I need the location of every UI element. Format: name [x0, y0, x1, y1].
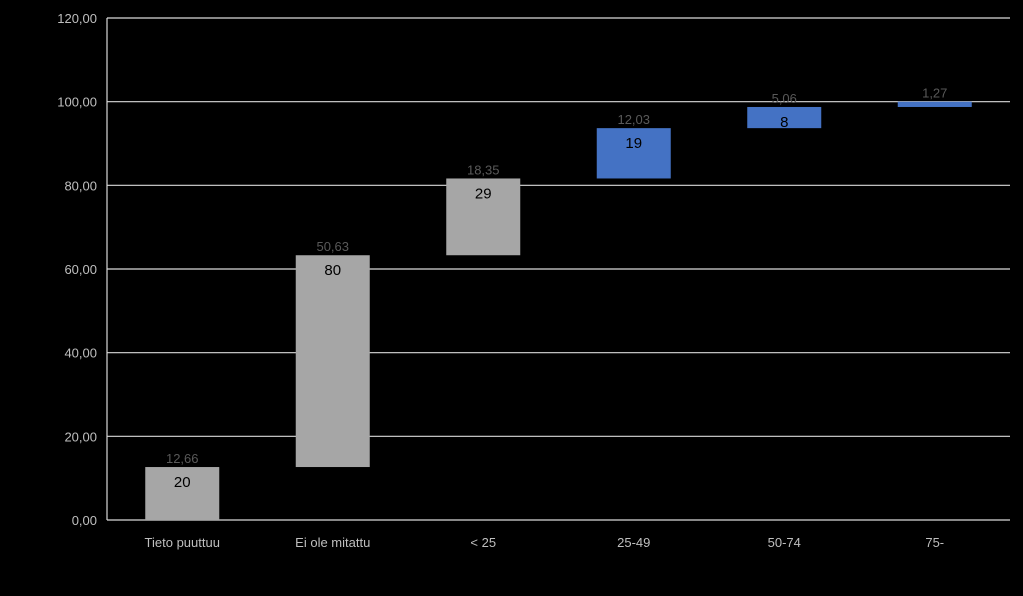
bar	[446, 178, 521, 256]
value-label: 18,35	[467, 162, 500, 177]
bar	[897, 101, 972, 107]
inner-label: 8	[780, 114, 788, 131]
inner-label: 80	[324, 262, 341, 279]
x-tick-label: 75-	[925, 535, 944, 550]
value-label: 1,27	[922, 86, 947, 101]
value-label: 12,03	[617, 112, 650, 127]
x-tick-label: Tieto puuttuu	[145, 535, 220, 550]
y-tick-label: 20,00	[64, 429, 97, 444]
gridlines	[107, 17, 1010, 521]
x-tick-label: 50-74	[768, 535, 801, 550]
x-tick-label: Ei ole mitattu	[295, 535, 370, 550]
inner-label: 20	[174, 474, 191, 491]
y-tick-label: 60,00	[64, 262, 97, 277]
inner-label: 3	[931, 109, 939, 126]
value-label: 50,63	[316, 239, 349, 254]
y-tick-label: 80,00	[64, 178, 97, 193]
x-tick-label: 25-49	[617, 535, 650, 550]
value-label: 12,66	[166, 451, 199, 466]
bar	[295, 255, 370, 468]
y-tick-label: 120,00	[57, 11, 97, 26]
data-labels: 12,66 20 50,63 80 18,35 29 12,03 19 5,06 8 1,27 3	[166, 86, 947, 491]
bar	[596, 128, 671, 179]
inner-label: 29	[475, 185, 492, 202]
y-tick-label: 100,00	[57, 95, 97, 110]
axes: 0,00 20,00 40,00 60,00 80,00 100,00 120,00 Tiet…	[57, 11, 944, 550]
x-tick-label: < 25	[470, 535, 496, 550]
bar	[747, 106, 822, 129]
bars	[145, 101, 972, 520]
value-label: 5,06	[772, 91, 797, 106]
y-tick-label: 40,00	[64, 346, 97, 361]
bar	[145, 467, 220, 520]
y-tick-label: 0,00	[72, 513, 97, 528]
inner-label: 19	[625, 135, 642, 152]
